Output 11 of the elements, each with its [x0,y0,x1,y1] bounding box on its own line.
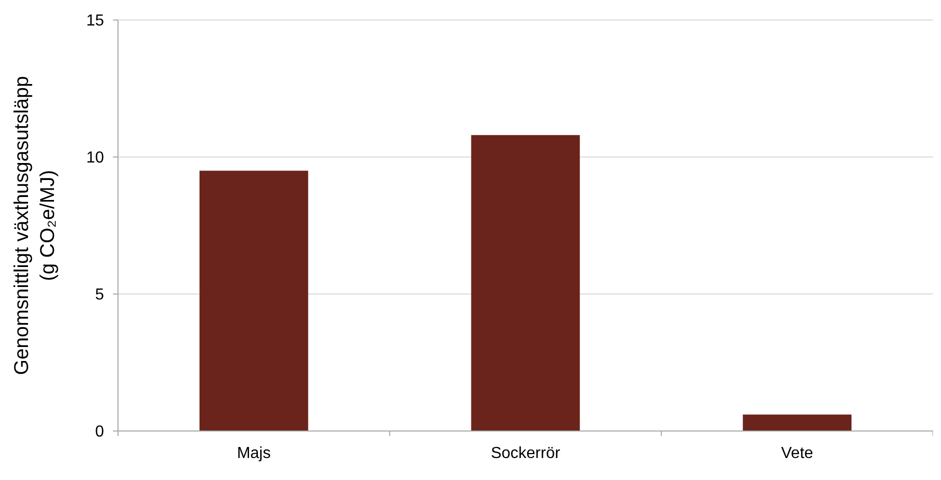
y-tick-label: 15 [86,12,104,30]
x-tick-label: Sockerrör [490,445,561,462]
bar [200,170,308,431]
bar [471,135,580,431]
bar [742,414,852,431]
y-tick-label: 0 [95,424,104,441]
y-tick-label: 10 [86,150,104,167]
x-tick-label: Vete [781,445,814,462]
y-tick-label: 5 [95,286,104,304]
y-axis-title: Genomsnittligt växthusgasutsläpp (g CO₂e/MJ) [11,76,59,376]
x-tick-label: Majs [236,445,271,462]
